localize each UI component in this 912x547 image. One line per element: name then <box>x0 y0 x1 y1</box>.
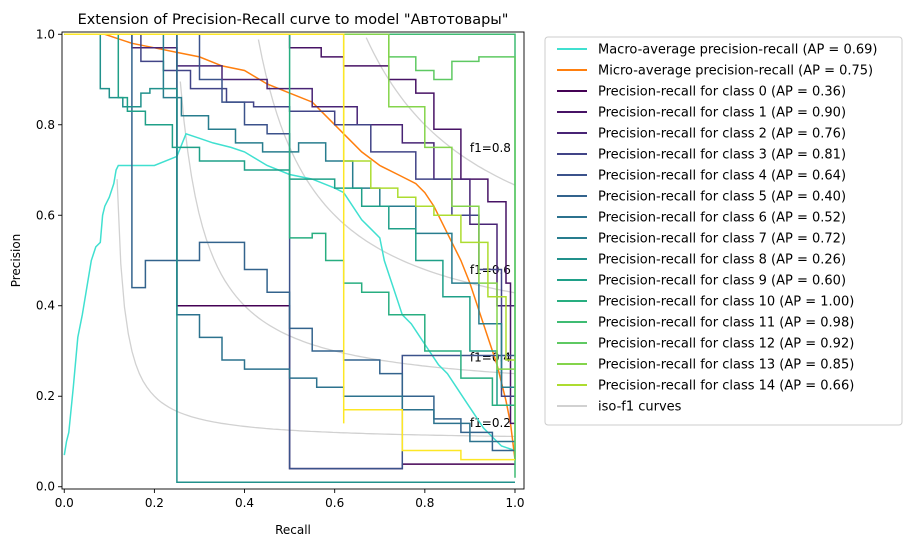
x-tick-label: 0.4 <box>235 496 254 510</box>
series-line-11 <box>64 33 515 407</box>
series-line-5 <box>64 33 515 397</box>
series-line-9 <box>64 33 515 388</box>
series-line-1 <box>64 33 516 460</box>
y-tick-label: 0.2 <box>36 389 55 403</box>
y-axis-label: Precision <box>9 234 23 288</box>
y-tick-label: 1.0 <box>36 27 55 41</box>
series-line-10 <box>64 33 515 483</box>
chart-title: Extension of Precision-Recall curve to m… <box>78 12 509 28</box>
series-line-8 <box>64 33 515 443</box>
legend-label: Micro-average precision-recall (AP = 0.7… <box>598 64 873 79</box>
series-layer <box>63 33 516 483</box>
iso-f1-curve-0.6 <box>257 39 516 294</box>
x-axis-label: Recall <box>275 523 311 537</box>
legend-label: Precision-recall for class 11 (AP = 0.98… <box>598 316 854 331</box>
legend-label: Precision-recall for class 4 (AP = 0.64) <box>598 169 846 184</box>
legend-label: Precision-recall for class 6 (AP = 0.52) <box>598 211 846 226</box>
legend-label: Precision-recall for class 14 (AP = 0.66… <box>598 379 854 394</box>
legend-label: Precision-recall for class 5 (AP = 0.40) <box>598 190 846 205</box>
legend-label: Precision-recall for class 3 (AP = 0.81) <box>598 148 846 163</box>
y-tick-label: 0.0 <box>36 480 55 494</box>
legend-label: Precision-recall for class 0 (AP = 0.36) <box>598 85 846 100</box>
legend-label: Precision-recall for class 8 (AP = 0.26) <box>598 253 846 268</box>
legend-label: Precision-recall for class 1 (AP = 0.90) <box>598 106 846 121</box>
y-tick-label: 0.6 <box>36 208 55 222</box>
y-axis: 0.0 0.2 0.4 0.6 0.8 1.0 <box>36 27 62 494</box>
iso-f1-curve-0.8 <box>365 37 516 186</box>
x-tick-label: 0.2 <box>145 496 164 510</box>
y-tick-label: 0.4 <box>36 299 55 313</box>
y-tick-label: 0.8 <box>36 118 55 132</box>
iso-f1-label: f1=0.4 <box>470 350 511 364</box>
legend-label: iso-f1 curves <box>598 400 682 415</box>
series-line-3 <box>64 33 515 425</box>
x-tick-label: 0.6 <box>325 496 344 510</box>
series-line-17 <box>64 33 515 461</box>
legend-label: Precision-recall for class 13 (AP = 0.85… <box>598 358 854 373</box>
series-line-12 <box>64 33 515 407</box>
iso-f1-curve-0.2 <box>116 179 516 438</box>
x-axis: 0.0 0.2 0.4 0.6 0.8 1.0 <box>55 489 525 510</box>
legend-label: Precision-recall for class 2 (AP = 0.76) <box>598 127 846 142</box>
legend-label: Precision-recall for class 9 (AP = 0.60) <box>598 274 846 289</box>
x-tick-label: 1.0 <box>505 496 524 510</box>
iso-f1-label: f1=0.8 <box>470 141 511 155</box>
legend-label: Macro-average precision-recall (AP = 0.6… <box>598 43 877 58</box>
series-line-6 <box>64 33 515 470</box>
iso-f1-label: f1=0.2 <box>470 416 511 430</box>
legend-label: Precision-recall for class 7 (AP = 0.72) <box>598 232 846 247</box>
x-tick-label: 0.8 <box>415 496 434 510</box>
legend-label: Precision-recall for class 12 (AP = 0.92… <box>598 337 854 352</box>
iso-f1-curve-0.4 <box>179 81 516 375</box>
legend-label: Precision-recall for class 10 (AP = 1.00… <box>598 295 854 310</box>
legend: Macro-average precision-recall (AP = 0.6… <box>544 36 903 426</box>
series-line-16 <box>64 33 515 361</box>
plot-frame <box>61 31 525 490</box>
legend-box <box>544 36 903 426</box>
series-line-7 <box>64 33 515 452</box>
x-tick-label: 0.0 <box>55 496 74 510</box>
